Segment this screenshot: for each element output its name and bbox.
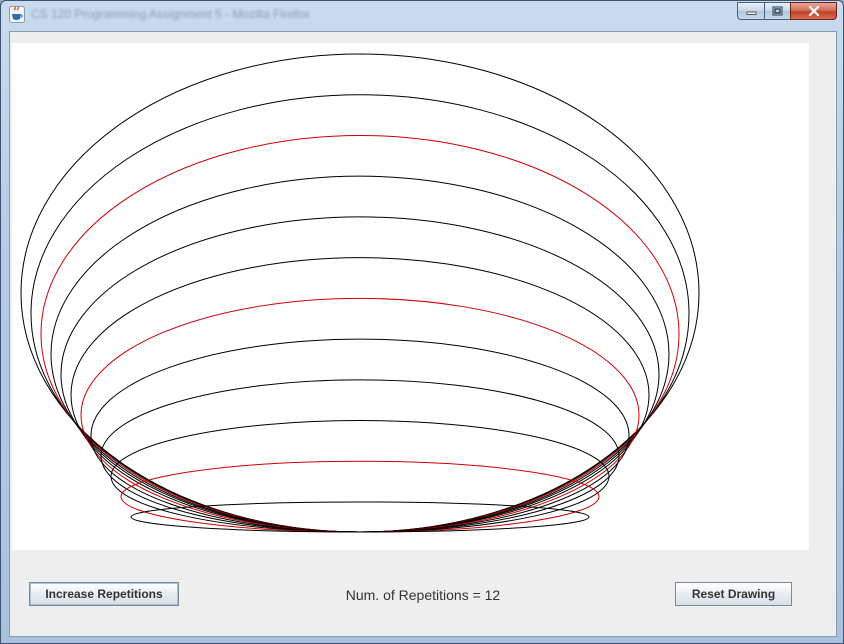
ellipse-7 xyxy=(80,297,640,533)
window-title: CS 120 Programming Assignment 5 - Mozill… xyxy=(31,7,310,21)
ellipse-11 xyxy=(120,460,600,533)
java-cup-icon xyxy=(9,6,25,23)
reset-drawing-button[interactable]: Reset Drawing xyxy=(675,582,792,606)
ellipse-1 xyxy=(20,53,700,533)
minimize-icon xyxy=(746,11,756,15)
close-button[interactable] xyxy=(790,2,837,20)
ellipse-12 xyxy=(130,501,590,533)
minimize-button[interactable] xyxy=(737,2,764,20)
maximize-button[interactable] xyxy=(764,2,790,20)
ellipse-8 xyxy=(90,338,630,533)
repetitions-count-label: Num. of Repetitions = 12 xyxy=(345,587,501,603)
content-panel: Increase Repetitions Num. of Repetitions… xyxy=(9,31,837,637)
ellipse-2 xyxy=(30,94,690,533)
drawing-canvas xyxy=(12,43,809,550)
ellipse-10 xyxy=(110,420,610,533)
ellipse-9 xyxy=(100,379,620,533)
window-controls xyxy=(737,2,837,21)
maximize-icon xyxy=(772,6,783,16)
increase-repetitions-button[interactable]: Increase Repetitions xyxy=(29,582,179,606)
title-bar[interactable]: CS 120 Programming Assignment 5 - Mozill… xyxy=(1,1,843,29)
ellipse-drawing xyxy=(20,53,700,533)
close-icon xyxy=(808,6,819,16)
